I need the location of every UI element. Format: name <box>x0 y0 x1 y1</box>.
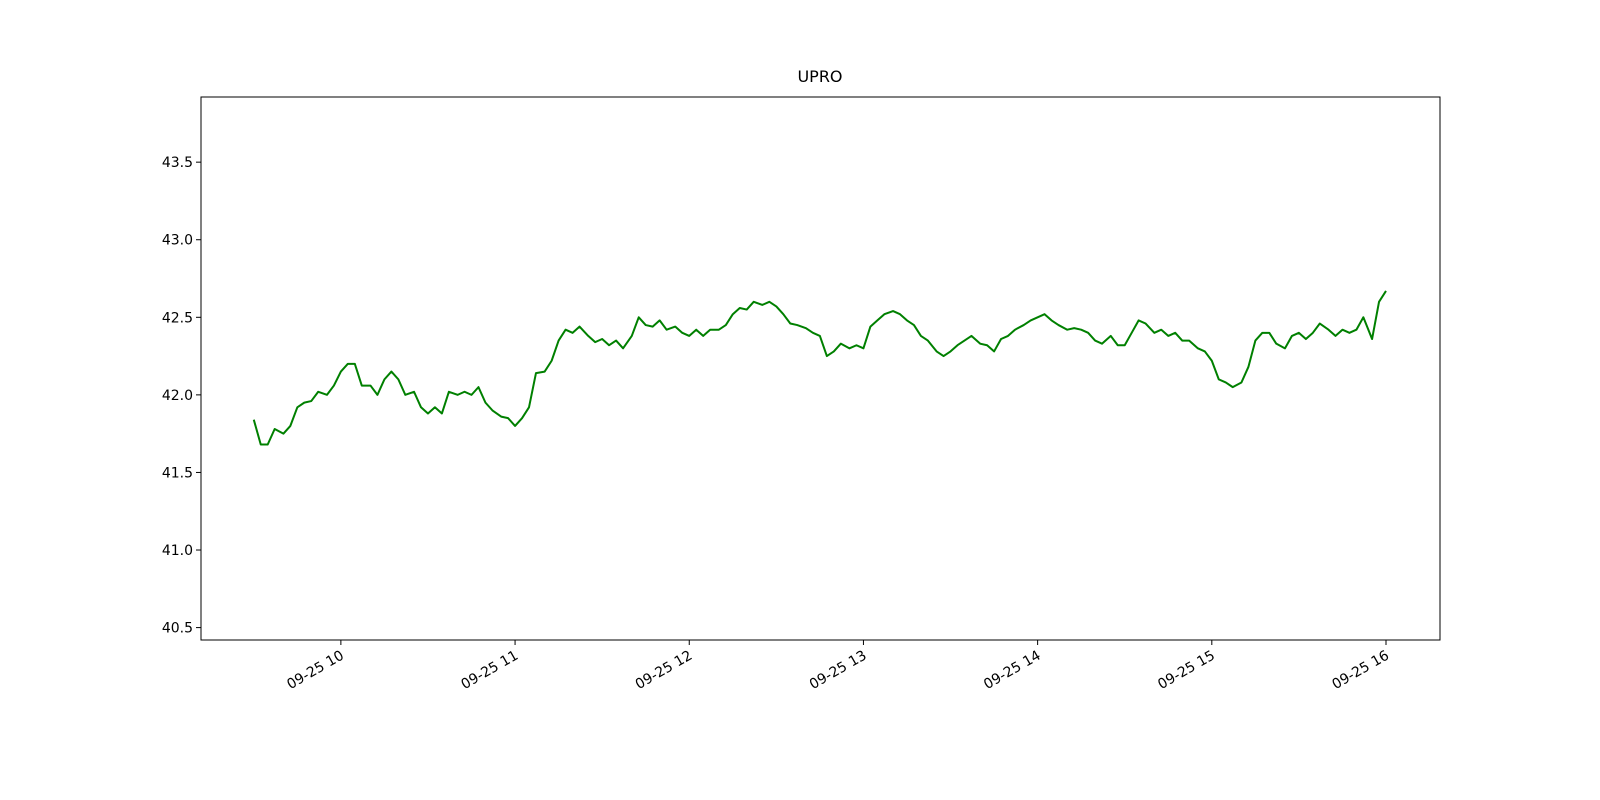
y-tick-label: 42.0 <box>162 388 193 404</box>
x-tick-label: 09-25 13 <box>807 648 870 693</box>
x-tick-label: 09-25 14 <box>981 648 1044 693</box>
x-tick-label: 09-25 11 <box>459 648 522 693</box>
y-tick-label: 43.0 <box>162 233 193 249</box>
plot-frame <box>200 96 1441 641</box>
price-line <box>252 290 1387 446</box>
y-tick-label: 41.0 <box>162 543 193 559</box>
x-tick-label: 09-25 16 <box>1329 648 1392 693</box>
y-tick-label: 42.5 <box>162 310 193 326</box>
y-tick-label: 43.5 <box>162 155 193 171</box>
x-tick-label: 09-25 12 <box>633 648 696 693</box>
y-tick-label: 41.5 <box>162 465 193 481</box>
x-tick-label: 09-25 15 <box>1155 648 1218 693</box>
x-tick-label: 09-25 10 <box>284 648 347 693</box>
chart-title: UPRO <box>797 67 842 86</box>
y-tick-label: 40.5 <box>162 621 193 637</box>
